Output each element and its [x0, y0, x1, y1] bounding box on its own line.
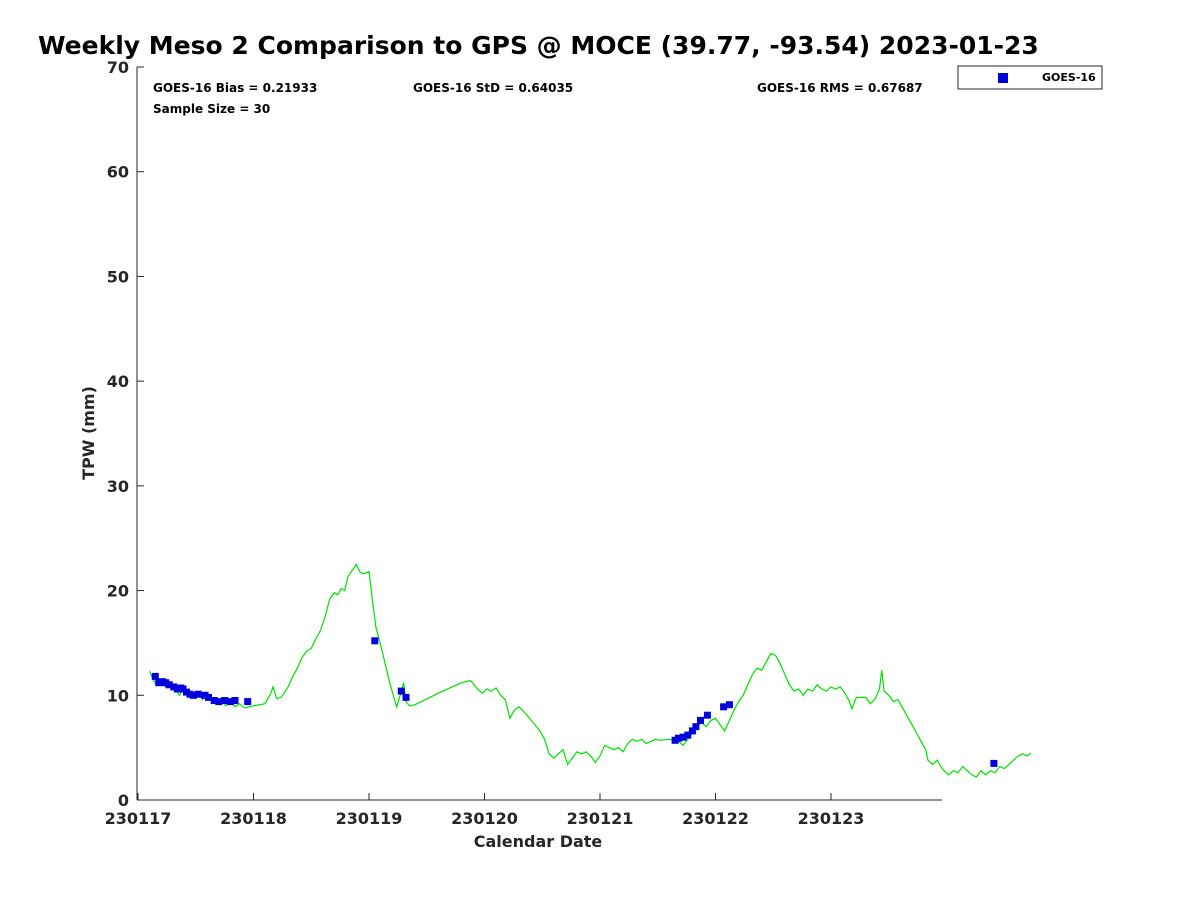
x-tick-label: 230119 — [336, 809, 403, 828]
data-point-goes16 — [221, 697, 229, 704]
data-point-goes16 — [397, 687, 405, 695]
data-point-goes16 — [194, 690, 202, 698]
legend-marker-goes16 — [998, 73, 1008, 83]
y-tick-label: 0 — [118, 791, 129, 810]
x-tick-label: 230120 — [451, 809, 518, 828]
stat-bias: GOES-16 Bias = 0.21933 — [153, 81, 317, 95]
chart-title: Weekly Meso 2 Comparison to GPS @ MOCE (… — [38, 31, 1039, 60]
data-point-goes16 — [215, 698, 223, 706]
data-point-goes16 — [226, 698, 234, 706]
x-tick-label: 230123 — [798, 809, 865, 828]
stat-sample-size: Sample Size = 30 — [153, 102, 270, 116]
data-point-goes16 — [692, 723, 700, 731]
y-tick-label: 10 — [107, 686, 129, 705]
legend-label-goes16: GOES-16 — [1042, 71, 1096, 84]
data-point-goes16 — [231, 697, 239, 704]
data-point-goes16 — [402, 693, 410, 701]
data-point-goes16 — [151, 672, 159, 680]
stat-std: GOES-16 StD = 0.64035 — [413, 81, 573, 95]
data-point-goes16 — [371, 637, 379, 645]
x-tick-label: 230122 — [682, 809, 749, 828]
x-tick-label: 230118 — [220, 809, 287, 828]
data-point-goes16 — [675, 734, 682, 742]
data-point-goes16 — [679, 733, 687, 741]
y-tick-label: 50 — [107, 267, 129, 286]
data-point-goes16 — [990, 759, 998, 767]
data-point-goes16 — [205, 693, 212, 701]
data-point-goes16 — [688, 727, 696, 735]
data-point-goes16 — [189, 691, 197, 699]
series-layer — [149, 563, 1032, 778]
series-line-gps — [149, 563, 1032, 778]
y-axis-label: TPW (mm) — [79, 386, 98, 480]
x-tick-label: 230117 — [105, 809, 172, 828]
x-tick-group: 230117 230118 230119 230120 230121 230122 2301… — [105, 793, 865, 828]
plot-background — [137, 67, 942, 800]
data-point-goes16 — [210, 697, 218, 704]
data-point-goes16 — [684, 731, 692, 739]
y-tick-label: 60 — [107, 163, 129, 182]
y-tick-label: 20 — [107, 582, 129, 601]
data-point-goes16 — [697, 716, 704, 724]
data-point-goes16 — [720, 703, 728, 711]
y-tick-group: 0 10 20 30 40 50 60 70 — [107, 58, 144, 810]
y-tick-label: 40 — [107, 372, 129, 391]
data-point-goes16 — [165, 681, 173, 689]
y-tick-label: 30 — [107, 477, 129, 496]
data-point-goes16 — [244, 698, 252, 706]
data-point-goes16 — [725, 701, 733, 709]
x-tick-label: 230121 — [567, 809, 634, 828]
plot-area: 230117 230118 230119 230120 230121 230122 2301… — [105, 58, 1032, 828]
data-point-goes16 — [703, 711, 711, 719]
x-axis-label: Calendar Date — [474, 832, 603, 851]
stat-rms: GOES-16 RMS = 0.67687 — [757, 81, 923, 95]
legend-box — [957, 65, 1103, 90]
legend: GOES-16 — [957, 65, 1103, 90]
y-tick-label: 70 — [107, 58, 129, 77]
